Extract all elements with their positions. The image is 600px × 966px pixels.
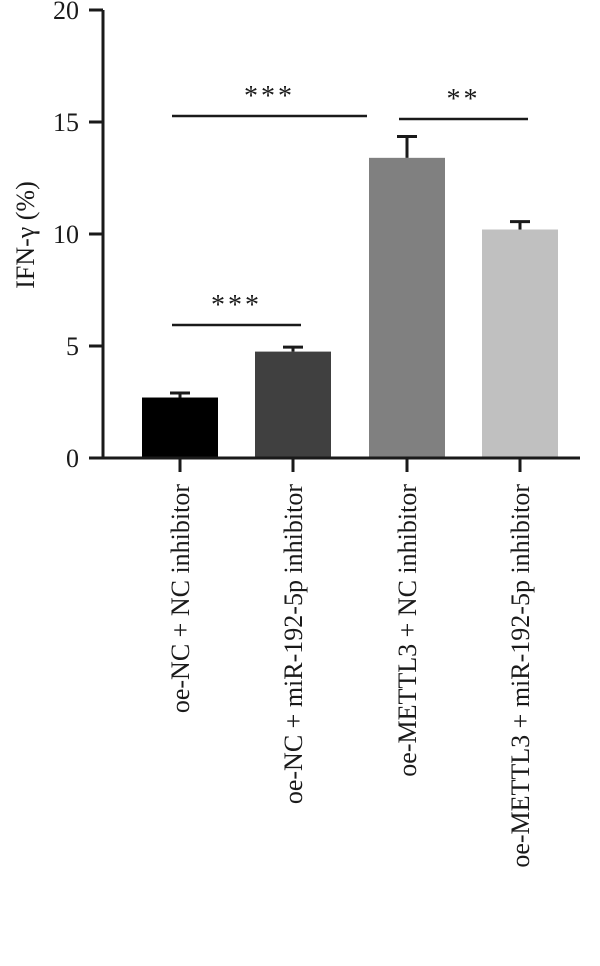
significance-label: *** [244, 81, 295, 112]
error-bar-2 [283, 345, 303, 352]
axes: 0 5 10 15 20 oe-NC + NC inhibitor oe-NC + miR-… [53, 0, 580, 868]
significance-bracket-2: *** [172, 81, 367, 118]
error-bar-3 [397, 135, 417, 158]
bar-3 [369, 157, 445, 458]
significance-annotations: ****** ** [172, 81, 528, 327]
significance-bracket-3: ** [399, 84, 528, 121]
significance-bracket-1: *** [172, 290, 301, 327]
y-axis-title: IFN-γ (%) [11, 181, 40, 289]
error-bars [170, 135, 530, 398]
x-category-label: oe-METTL3 + miR-192-5p inhibitor [506, 484, 535, 868]
y-tick-label: 20 [53, 0, 79, 25]
x-category-label: oe-NC + miR-192-5p inhibitor [279, 484, 308, 804]
significance-label: ** [447, 84, 481, 115]
error-bar-1 [170, 391, 190, 398]
x-category-label: oe-NC + NC inhibitor [166, 484, 195, 713]
error-bar-4 [510, 220, 530, 230]
significance-label: *** [211, 290, 262, 321]
y-tick-label: 0 [66, 444, 79, 473]
bars [142, 157, 558, 458]
y-tick-label: 5 [66, 332, 79, 361]
bar-1 [142, 397, 218, 458]
y-tick-label: 15 [53, 108, 79, 137]
bar-2 [255, 351, 331, 458]
bar-4 [482, 229, 558, 458]
x-category-label: oe-METTL3 + NC inhibitor [393, 484, 422, 777]
y-tick-label: 10 [53, 220, 79, 249]
